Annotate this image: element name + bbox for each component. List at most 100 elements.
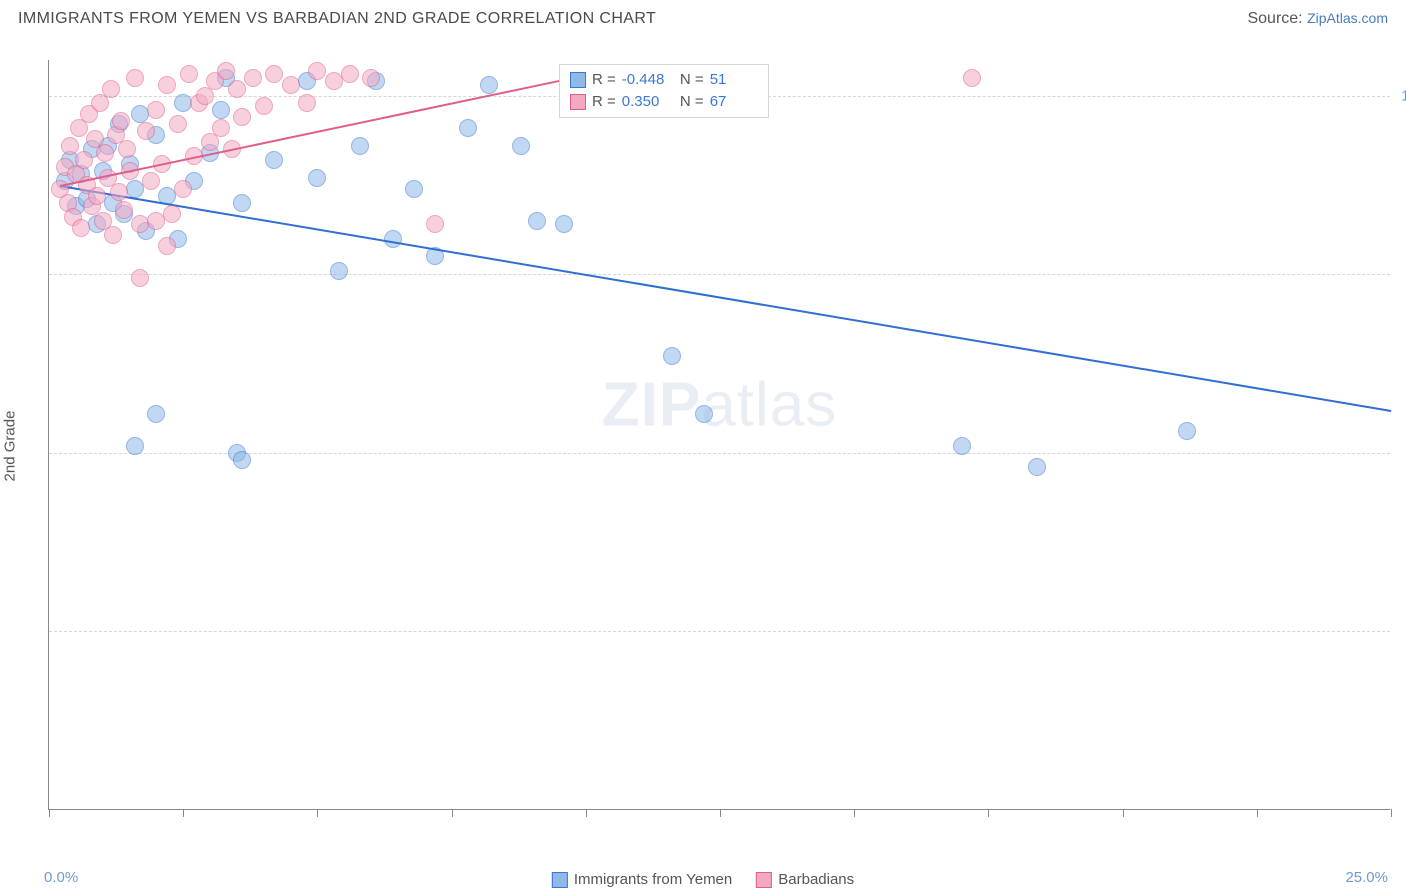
data-point [528, 212, 546, 230]
data-point [110, 183, 128, 201]
y-tick-label: 100.0% [1401, 87, 1406, 104]
source-prefix: Source: [1247, 10, 1307, 27]
data-point [963, 69, 981, 87]
stats-row: R = -0.448 N = 51 [570, 69, 758, 91]
data-point [233, 108, 251, 126]
source-link[interactable]: ZipAtlas.com [1307, 10, 1388, 26]
header: IMMIGRANTS FROM YEMEN VS BARBADIAN 2ND G… [0, 0, 1406, 34]
legend-swatch [570, 72, 586, 88]
data-point [174, 180, 192, 198]
x-tick [1257, 809, 1258, 817]
data-point [308, 169, 326, 187]
data-point [480, 76, 498, 94]
watermark-bold: ZIP [602, 370, 701, 439]
watermark: ZIPatlas [602, 369, 837, 440]
data-point [512, 137, 530, 155]
stat-n-value: 67 [710, 91, 758, 113]
gridline [49, 631, 1390, 632]
data-point [663, 347, 681, 365]
data-point [228, 80, 246, 98]
data-point [555, 215, 573, 233]
x-tick [586, 809, 587, 817]
data-point [298, 94, 316, 112]
data-point [75, 151, 93, 169]
stats-box: R = -0.448 N = 51 R = 0.350 N = 67 [559, 64, 769, 118]
data-point [459, 119, 477, 137]
data-point [255, 97, 273, 115]
data-point [953, 437, 971, 455]
data-point [265, 65, 283, 83]
legend-label: Immigrants from Yemen [574, 871, 732, 888]
data-point [163, 205, 181, 223]
x-tick [1391, 809, 1392, 817]
data-point [72, 219, 90, 237]
gridline [49, 453, 1390, 454]
data-point [308, 62, 326, 80]
x-axis-max-label: 25.0% [1345, 869, 1388, 886]
data-point [212, 119, 230, 137]
legend-swatch [756, 872, 772, 888]
data-point [104, 226, 122, 244]
legend-label: Barbadians [778, 871, 854, 888]
data-point [96, 144, 114, 162]
trend-line [60, 185, 1392, 412]
x-tick [452, 809, 453, 817]
stat-r-value: 0.350 [622, 91, 670, 113]
data-point [118, 140, 136, 158]
data-point [147, 101, 165, 119]
data-point [169, 115, 187, 133]
data-point [351, 137, 369, 155]
data-point [282, 76, 300, 94]
data-point [88, 187, 106, 205]
data-point [126, 69, 144, 87]
legend-item: Immigrants from Yemen [552, 871, 732, 888]
data-point [112, 112, 130, 130]
data-point [405, 180, 423, 198]
stats-row: R = 0.350 N = 67 [570, 91, 758, 113]
legend-swatch [552, 872, 568, 888]
data-point [341, 65, 359, 83]
source-attribution: Source: ZipAtlas.com [1247, 10, 1388, 28]
data-point [384, 230, 402, 248]
data-point [426, 215, 444, 233]
legend-swatch [570, 94, 586, 110]
data-point [126, 437, 144, 455]
stat-n-label: N = [676, 69, 704, 91]
data-point [142, 172, 160, 190]
x-tick [988, 809, 989, 817]
stat-n-value: 51 [710, 69, 758, 91]
data-point [115, 201, 133, 219]
data-point [244, 69, 262, 87]
data-point [217, 62, 235, 80]
x-tick [720, 809, 721, 817]
gridline [49, 274, 1390, 275]
data-point [180, 65, 198, 83]
y-axis-title: 2nd Grade [2, 411, 19, 482]
stat-r-label: R = [592, 91, 616, 113]
stat-r-value: -0.448 [622, 69, 670, 91]
legend: Immigrants from Yemen Barbadians [552, 871, 854, 888]
x-axis-min-label: 0.0% [44, 869, 78, 886]
data-point [158, 237, 176, 255]
data-point [362, 69, 380, 87]
chart-title: IMMIGRANTS FROM YEMEN VS BARBADIAN 2ND G… [18, 10, 656, 28]
data-point [147, 405, 165, 423]
scatter-plot: ZIPatlas 85.0%90.0%95.0%100.0%R =-0.448 … [48, 60, 1390, 810]
data-point [212, 101, 230, 119]
watermark-rest: atlas [701, 370, 837, 439]
data-point [330, 262, 348, 280]
data-point [233, 451, 251, 469]
data-point [131, 269, 149, 287]
x-tick [183, 809, 184, 817]
data-point [61, 137, 79, 155]
data-point [1178, 422, 1196, 440]
data-point [158, 76, 176, 94]
data-point [147, 212, 165, 230]
legend-item: Barbadians [756, 871, 854, 888]
data-point [1028, 458, 1046, 476]
data-point [102, 80, 120, 98]
stat-n-label: N = [676, 91, 704, 113]
data-point [233, 194, 251, 212]
stat-r-label: R = [592, 69, 616, 91]
data-point [137, 122, 155, 140]
